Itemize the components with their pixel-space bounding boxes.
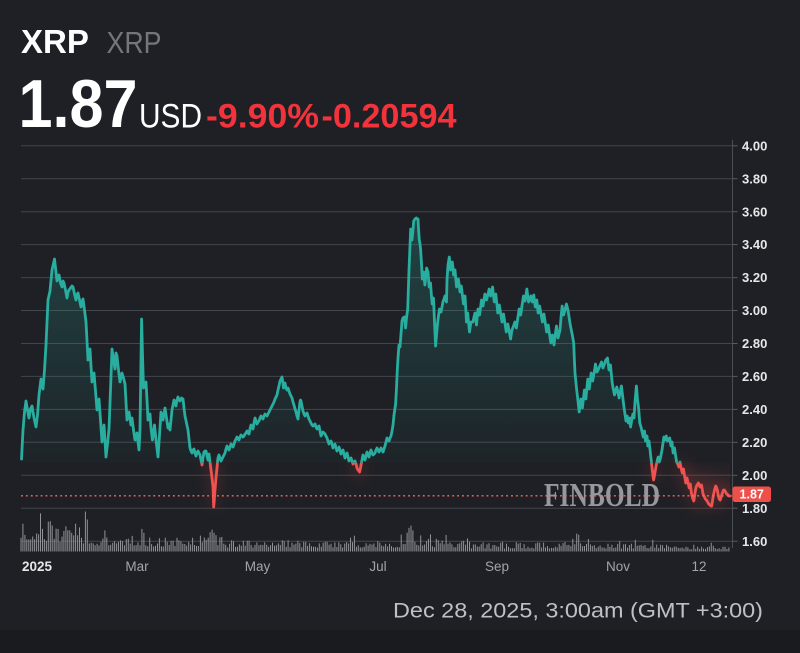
svg-text:XRP: XRP: [107, 25, 162, 60]
svg-text:Nov: Nov: [606, 559, 630, 574]
svg-text:XRP: XRP: [21, 23, 89, 60]
svg-text:1.87: 1.87: [740, 488, 764, 502]
svg-text:2.80: 2.80: [742, 336, 767, 351]
svg-text:-9.90%: -9.90%: [206, 98, 319, 136]
svg-text:12: 12: [691, 559, 706, 574]
svg-text:1.80: 1.80: [742, 501, 767, 516]
svg-text:Mar: Mar: [125, 559, 149, 574]
svg-text:1.87: 1.87: [19, 67, 138, 142]
svg-text:2.20: 2.20: [742, 435, 767, 450]
svg-text:3.60: 3.60: [742, 204, 767, 219]
svg-text:1.60: 1.60: [742, 534, 767, 549]
svg-text:2025: 2025: [22, 559, 53, 574]
svg-text:May: May: [245, 559, 271, 574]
svg-text:FINBOLD: FINBOLD: [544, 477, 660, 514]
svg-text:3.40: 3.40: [742, 237, 767, 252]
svg-text:USD: USD: [139, 98, 202, 136]
svg-text:2.40: 2.40: [742, 402, 767, 417]
svg-text:3.80: 3.80: [742, 171, 767, 186]
svg-text:2.00: 2.00: [742, 468, 767, 483]
svg-text:3.00: 3.00: [742, 303, 767, 318]
svg-text:Sep: Sep: [485, 559, 509, 574]
svg-text:-0.20594: -0.20594: [322, 98, 457, 136]
svg-text:4.00: 4.00: [742, 138, 767, 153]
svg-text:2.60: 2.60: [742, 369, 767, 384]
svg-text:Dec 28, 2025, 3:00am (GMT +3:0: Dec 28, 2025, 3:00am (GMT +3:00): [393, 600, 763, 623]
svg-text:3.20: 3.20: [742, 270, 767, 285]
svg-text:Jul: Jul: [369, 559, 386, 574]
